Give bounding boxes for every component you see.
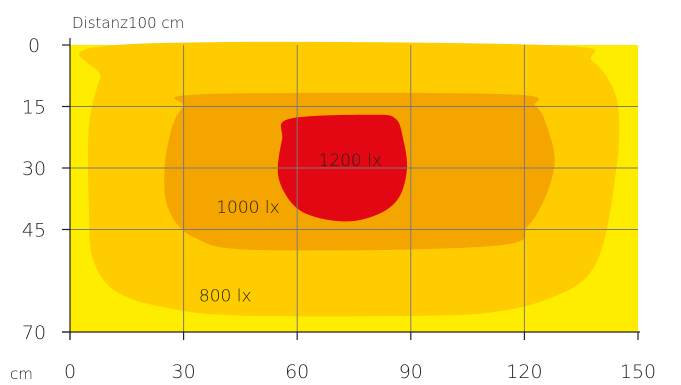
- y-tick-label: 0: [28, 35, 40, 57]
- y-tick-label: 15: [22, 97, 46, 119]
- x-tick-label: 0: [64, 361, 76, 381]
- zone-label: 800 lx: [199, 286, 252, 306]
- x-axis-unit-label: cm: [10, 365, 33, 381]
- x-tick-label: 150: [620, 361, 656, 381]
- ticks: 0 15 30 45 70 0 30 60 90 120 150: [22, 35, 656, 383]
- y-tick-label: 30: [22, 158, 46, 180]
- plot-layer: 0 15 30 45 70 0 30 60 90 120 150 800 lx 1000 lx 1200 …: [22, 35, 656, 383]
- x-tick-label: 30: [172, 361, 196, 381]
- zone-label: 1200 lx: [318, 151, 381, 171]
- chart-title: Distanz100 cm: [72, 14, 184, 32]
- y-tick-label: 45: [22, 220, 46, 242]
- x-tick-label: 90: [399, 361, 423, 381]
- y-tick-label: 70: [22, 322, 46, 344]
- zone-label: 1000 lx: [216, 198, 279, 218]
- x-tick-label: 60: [285, 361, 309, 381]
- zone-labels: 800 lx 1000 lx 1200 lx: [199, 151, 382, 306]
- x-tick-label: 120: [506, 361, 542, 381]
- grid: [70, 45, 638, 332]
